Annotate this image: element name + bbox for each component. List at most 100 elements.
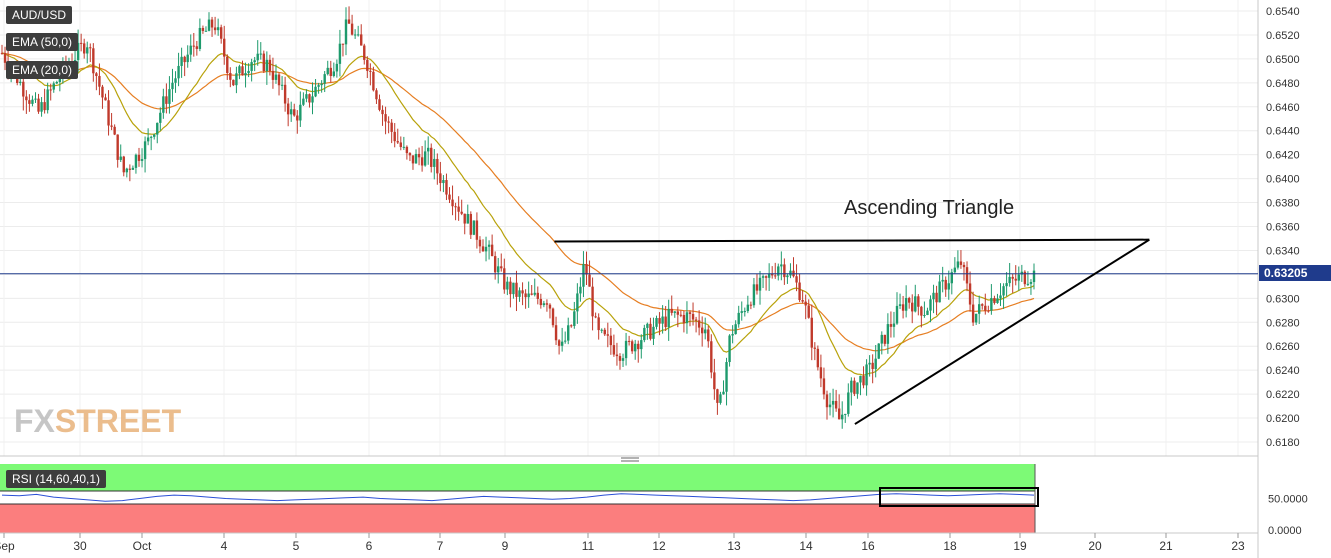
candle-body xyxy=(518,290,521,297)
candle-body xyxy=(524,293,527,298)
symbol-label[interactable]: AUD/USD xyxy=(6,6,73,24)
candle-body xyxy=(408,153,412,156)
candle-body xyxy=(28,100,31,104)
candle-body xyxy=(557,340,561,346)
candle-body xyxy=(929,299,932,311)
candle-body xyxy=(901,304,905,311)
candle-body xyxy=(652,326,655,339)
current-price-value: 0.63205 xyxy=(1264,266,1308,280)
candle-body xyxy=(813,347,817,349)
price-tick-label: 0.6260 xyxy=(1266,341,1300,353)
candle-body xyxy=(1029,282,1033,284)
price-tick-label: 0.6280 xyxy=(1266,317,1300,329)
candle-body xyxy=(58,77,62,83)
candle-body xyxy=(880,334,883,344)
price-tick-label: 0.6300 xyxy=(1266,293,1300,305)
time-tick-label: 19 xyxy=(1013,539,1027,553)
candle-body xyxy=(454,206,457,208)
candle-body xyxy=(311,96,314,103)
ema50-label[interactable]: EMA (50,0) xyxy=(6,33,79,51)
candle-body xyxy=(201,27,205,31)
candle-body xyxy=(210,19,214,28)
candle-body xyxy=(162,96,165,113)
candle-body xyxy=(728,335,731,363)
candle-body xyxy=(941,279,944,282)
candle-body xyxy=(445,180,448,195)
candle-body xyxy=(119,156,122,160)
candle-body xyxy=(493,256,497,273)
rsi-line xyxy=(1,493,1035,502)
candle-body xyxy=(807,305,810,318)
time-tick-label: 23 xyxy=(1231,539,1245,553)
candle-body xyxy=(774,275,777,277)
candle-body xyxy=(223,38,226,57)
candle-body xyxy=(353,34,357,36)
candle-body xyxy=(402,146,406,148)
candle-body xyxy=(767,273,771,278)
candle-body xyxy=(256,53,259,61)
candle-body xyxy=(314,86,317,97)
candle-body xyxy=(621,358,625,361)
rsi-label[interactable]: RSI (14,60,40,1) xyxy=(6,470,107,488)
candle-body xyxy=(55,82,58,84)
candle-body xyxy=(974,313,978,323)
candle-body xyxy=(177,65,180,79)
candle-body xyxy=(156,122,159,135)
candle-body xyxy=(113,126,116,135)
candle-body xyxy=(688,312,692,314)
candle-body xyxy=(615,354,619,357)
rsi-axis: 50.0000 0.0000 xyxy=(1268,494,1308,538)
candle-body xyxy=(971,304,975,323)
candle-body xyxy=(950,272,954,284)
candle-body xyxy=(52,83,55,90)
candle-body xyxy=(764,276,768,278)
candle-body xyxy=(725,362,728,392)
candle-body xyxy=(171,82,174,90)
candle-body xyxy=(810,317,813,348)
candle-body xyxy=(347,19,351,24)
rsi-tick-label: 50.0000 xyxy=(1268,494,1308,506)
candle-body xyxy=(527,293,530,298)
candle-body xyxy=(1020,271,1024,275)
candle-body xyxy=(935,292,938,303)
candle-body xyxy=(463,213,466,224)
candle-body xyxy=(363,45,366,60)
candle-body xyxy=(676,311,680,315)
candle-body xyxy=(238,66,241,74)
panel-resize-handle[interactable] xyxy=(621,457,639,462)
time-tick-label: Sep xyxy=(0,539,15,553)
candle-body xyxy=(539,298,543,306)
candle-body xyxy=(436,158,439,174)
candle-body xyxy=(637,343,640,350)
candle-body xyxy=(290,109,293,115)
candle-body xyxy=(247,70,250,74)
candle-body xyxy=(326,67,329,75)
price-tick-label: 0.6540 xyxy=(1266,6,1300,18)
ema50-layer xyxy=(1,52,1035,352)
candle-body xyxy=(375,90,378,100)
candle-body xyxy=(137,154,141,161)
time-tick-label: 14 xyxy=(799,539,813,553)
candle-body xyxy=(268,59,272,71)
candle-body xyxy=(3,53,7,63)
candle-body xyxy=(907,298,911,303)
candle-body xyxy=(576,293,579,312)
rsi-overbought-zone xyxy=(0,464,1035,491)
candle-body xyxy=(265,59,269,72)
candle-body xyxy=(308,94,311,103)
candle-body xyxy=(865,364,868,386)
candle-body xyxy=(433,158,436,167)
candle-body xyxy=(962,264,966,268)
candle-body xyxy=(299,104,302,121)
candle-body xyxy=(609,335,613,346)
candle-body xyxy=(500,266,503,269)
candle-body xyxy=(143,141,147,160)
trendline-resistance xyxy=(554,238,1150,243)
ema20-label[interactable]: EMA (20,0) xyxy=(6,61,79,79)
candle-body xyxy=(834,400,838,409)
candle-body xyxy=(697,320,701,328)
candle-body xyxy=(329,67,332,77)
candle-body xyxy=(262,53,266,72)
candle-body xyxy=(868,362,871,365)
